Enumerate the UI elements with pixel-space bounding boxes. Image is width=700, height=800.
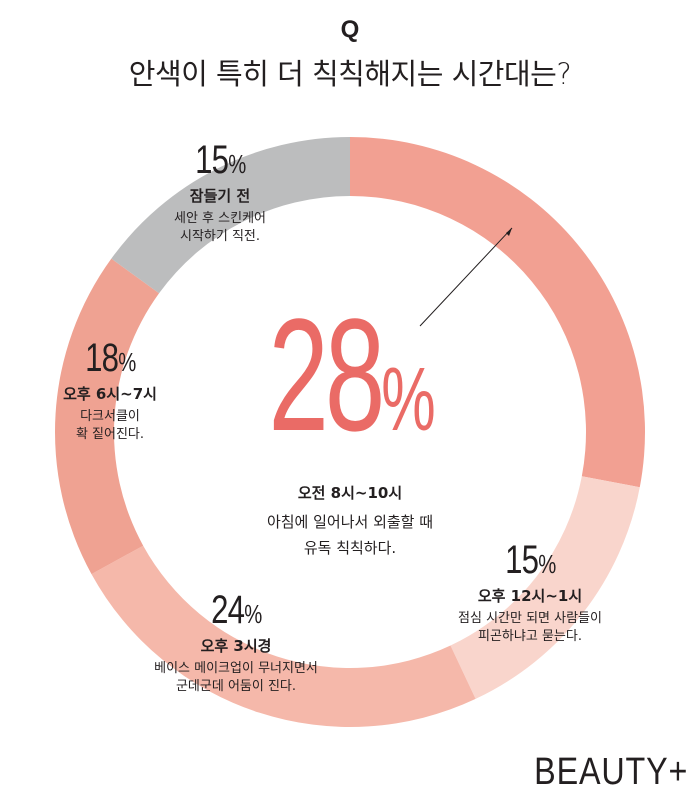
- slice-value-morning: 28%: [268, 285, 435, 464]
- slice-value-evening: 18%: [84, 336, 136, 380]
- slice-time-three: 오후 3시경: [200, 637, 272, 655]
- slice-value-lunch: 15%: [504, 538, 556, 582]
- question-title: 안색이 특히 더 칙칙해지는 시간대는?: [128, 57, 572, 91]
- slice-desc-evening: 다크서클이 확 짙어진다.: [75, 409, 145, 442]
- donut-slice-1: [450, 476, 640, 699]
- slice-time-morning: 오전 8시~10시: [297, 484, 403, 502]
- donut-slice-3: [55, 258, 160, 575]
- pointer-arrowhead: [506, 228, 512, 236]
- brand-logo: BEAUTY+: [533, 751, 688, 793]
- question-mark-label: Q: [340, 16, 360, 43]
- donut-slice-0: [350, 137, 645, 488]
- header: Q 안색이 특히 더 칙칙해지는 시간대는?: [0, 16, 700, 96]
- donut-slice-4: [111, 137, 350, 294]
- slice-time-lunch: 오후 12시~1시: [477, 587, 583, 605]
- label-evening: 18% 오후 6시~7시 다크서클이 확 짙어진다.: [0, 338, 220, 444]
- slice-desc-bed: 세안 후 스킨케어 시작하기 직전.: [174, 211, 266, 244]
- center-label: 28% 오전 8시~10시 아침에 일어나서 외출할 때 유독 칙칙하다.: [230, 285, 470, 561]
- slice-desc-three: 베이스 메이크업이 무너지면서 군데군데 어둠이 진다.: [154, 661, 318, 694]
- label-three: 24% 오후 3시경 베이스 메이크업이 무너지면서 군데군데 어둠이 진다.: [126, 590, 346, 696]
- pointer-line: [419, 227, 513, 327]
- slice-desc-lunch: 점심 시간만 되면 사람들이 피곤하냐고 묻는다.: [458, 611, 602, 644]
- label-lunch: 15% 오후 12시~1시 점심 시간만 되면 사람들이 피곤하냐고 묻는다.: [420, 540, 640, 646]
- slice-desc-morning: 아침에 일어나서 외출할 때 유독 칙칙하다.: [266, 513, 434, 557]
- slice-value-bed: 15%: [194, 138, 246, 182]
- donut-slice-2: [91, 545, 476, 727]
- slice-value-three: 24%: [210, 588, 262, 632]
- slice-time-evening: 오후 6시~7시: [63, 385, 157, 403]
- slice-time-bed: 잠들기 전: [189, 187, 251, 205]
- label-bed: 15% 잠들기 전 세안 후 스킨케어 시작하기 직전.: [110, 140, 330, 246]
